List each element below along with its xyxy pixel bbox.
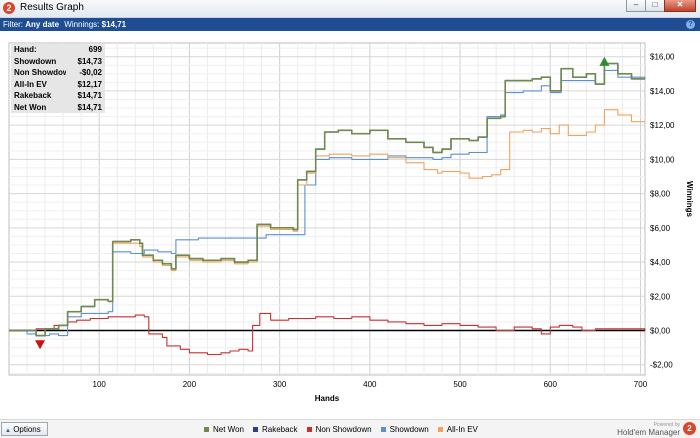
y-tick-label: $12,00 xyxy=(650,121,675,130)
legend-swatch xyxy=(306,427,312,432)
x-tick-label: 500 xyxy=(453,380,467,389)
stats-label: Rakeback xyxy=(14,91,52,100)
legend-swatch xyxy=(437,427,443,432)
stats-value: $14,73 xyxy=(77,56,102,66)
filter-bar[interactable]: Filter: Any date Winnings: $14,71 ? xyxy=(0,18,700,31)
extreme-markers xyxy=(35,56,610,350)
legend-label: All-In EV xyxy=(446,425,478,434)
x-tick-label: 600 xyxy=(544,380,558,389)
legend-swatch xyxy=(380,427,386,432)
stats-label: Non Showdown xyxy=(14,68,66,77)
y-tick-label: $14,00 xyxy=(650,87,675,96)
stats-value: $14,71 xyxy=(77,102,102,112)
y-tick-label: $6,00 xyxy=(650,224,671,233)
brand-block: Powered by Hold'em Manager xyxy=(617,422,680,438)
maximize-icon[interactable]: □ xyxy=(645,0,665,12)
y-axis-label: Winnings xyxy=(685,181,694,217)
brand-logo-icon: 2 xyxy=(683,422,696,435)
legend-swatch xyxy=(204,427,209,432)
stats-row-rakeback: Rakeback $14,71 xyxy=(11,90,105,102)
x-tick-label: 100 xyxy=(93,380,107,389)
close-icon[interactable]: ✕ xyxy=(664,0,696,12)
stats-value: $12,17 xyxy=(77,79,102,89)
x-tick-label: 200 xyxy=(183,380,197,389)
triangle-up-icon: ▲ xyxy=(5,428,11,434)
options-label: Options xyxy=(13,425,41,434)
brand-name: Hold'em Manager xyxy=(617,428,680,437)
legend-item-allin-ev[interactable]: All-In EV xyxy=(437,425,478,434)
x-tick-label: 300 xyxy=(273,380,287,389)
stats-row-hand: Hand: 699 xyxy=(11,44,105,56)
x-axis-ticks: 100 200 300 400 500 600 700 xyxy=(93,380,648,389)
legend-label: Net Won xyxy=(213,425,244,434)
legend-item-showdown[interactable]: Showdown xyxy=(380,425,429,434)
x-axis-label: Hands xyxy=(315,394,340,403)
plot-area xyxy=(8,42,646,376)
help-icon[interactable]: ? xyxy=(686,20,695,29)
title-bar: 2 Results Graph – □ ✕ xyxy=(0,0,700,18)
stats-panel: Hand: 699 Showdown $14,73 Non Showdown -$0,… xyxy=(11,44,105,113)
y-tick-label: $10,00 xyxy=(650,155,675,164)
y-tick-label: $2,00 xyxy=(650,292,671,301)
winnings-label: Winnings: xyxy=(64,20,100,29)
winnings-value: $14,71 xyxy=(101,20,127,29)
y-tick-label: $4,00 xyxy=(650,258,671,267)
legend-item-rakeback[interactable]: Rakeback xyxy=(252,425,298,434)
bottom-bar: ▲ Options Net Won Rakeback Non Showdown … xyxy=(0,419,700,438)
y-tick-label: $16,00 xyxy=(650,53,675,62)
min-marker-icon xyxy=(35,340,46,350)
y-tick-label: -$2,00 xyxy=(650,361,673,370)
legend-label: Rakeback xyxy=(261,425,298,434)
grid xyxy=(8,42,646,376)
series-line-showdown xyxy=(9,69,646,337)
stats-row-non-showdown: Non Showdown -$0,02 xyxy=(11,67,105,79)
x-tick-label: 400 xyxy=(363,380,377,389)
filter-label: Filter: xyxy=(3,20,23,29)
app-logo-icon: 2 xyxy=(3,2,15,14)
stats-row-showdown: Showdown $14,73 xyxy=(11,56,105,68)
legend-label: Showdown xyxy=(389,425,429,434)
y-tick-label: $0,00 xyxy=(650,327,671,336)
stats-value: $14,71 xyxy=(77,91,102,100)
legend-label: Non Showdown xyxy=(315,425,372,434)
stats-row-allin-ev: All-In EV $12,17 xyxy=(11,79,105,91)
stats-label: Hand: xyxy=(14,45,37,54)
max-marker-icon xyxy=(599,56,610,66)
series-line-net-won xyxy=(9,62,645,337)
stats-value: -$0,02 xyxy=(79,68,102,77)
minimize-icon[interactable]: – xyxy=(626,0,646,12)
stats-label: All-In EV xyxy=(14,79,47,89)
legend-item-non-showdown[interactable]: Non Showdown xyxy=(306,425,372,434)
filter-date: Any date xyxy=(25,20,60,29)
stats-label: Net Won xyxy=(14,102,47,112)
window-controls: – □ ✕ xyxy=(626,0,696,14)
series-line-non-showdown xyxy=(9,312,646,356)
powered-by-text: Powered by xyxy=(653,422,680,428)
results-graph: 100 200 300 400 500 600 700 -$2,00 $0,00 $2,00 $4… xyxy=(8,42,694,403)
x-tick-label: 700 xyxy=(634,380,648,389)
stats-label: Showdown xyxy=(14,56,57,66)
y-axis-ticks: -$2,00 $0,00 $2,00 $4,00 $6,00 $8,00 $10,00 $12… xyxy=(650,53,675,370)
stats-value: 699 xyxy=(88,45,102,54)
legend-item-net-won[interactable]: Net Won xyxy=(204,425,244,434)
options-button[interactable]: ▲ Options xyxy=(1,422,48,436)
series-lines xyxy=(9,62,646,356)
window-title: Results Graph xyxy=(20,2,84,13)
y-tick-label: $8,00 xyxy=(650,190,671,199)
stats-row-net-won: Net Won $14,71 xyxy=(11,102,105,114)
legend-swatch xyxy=(252,427,258,432)
legend: Net Won Rakeback Non Showdown Showdown A… xyxy=(204,425,487,434)
